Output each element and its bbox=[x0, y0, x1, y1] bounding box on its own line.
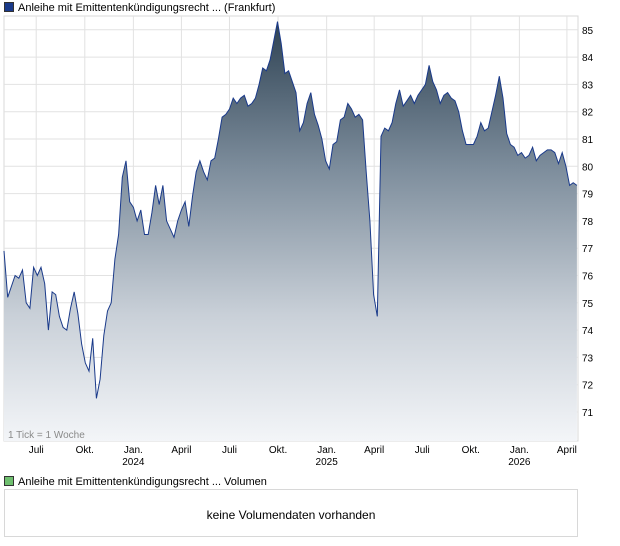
y-tick-label: 75 bbox=[582, 299, 594, 310]
y-tick-label: 84 bbox=[582, 53, 594, 64]
volume-legend-label: Anleihe mit Emittentenkündigungsrecht ..… bbox=[18, 476, 267, 488]
y-tick-label: 80 bbox=[582, 162, 594, 173]
x-tick-label: Juli bbox=[29, 445, 44, 456]
volume-legend: Anleihe mit Emittentenkündigungsrecht ..… bbox=[4, 476, 267, 488]
y-axis-labels: 71 72 73 74 75 76 77 78 79 80 81 82 83 84 85 bbox=[582, 26, 594, 419]
y-tick-label: 73 bbox=[582, 353, 594, 364]
y-tick-label: 81 bbox=[582, 135, 594, 146]
price-legend: Anleihe mit Emittentenkündigungsrecht ..… bbox=[4, 2, 275, 14]
price-chart: 71 72 73 74 75 76 77 78 79 80 81 82 83 84 85 Juli Okt. J… bbox=[3, 15, 594, 468]
x-tick-label: Okt. bbox=[269, 445, 287, 456]
x-tick-label: April bbox=[364, 445, 384, 456]
x-tick-year-label: 2024 bbox=[122, 457, 145, 468]
tick-interval-note: 1 Tick = 1 Woche bbox=[8, 430, 85, 441]
y-tick-label: 83 bbox=[582, 80, 594, 91]
volume-panel: keine Volumendaten vorhanden bbox=[4, 489, 578, 537]
x-tick-label: Okt. bbox=[462, 445, 480, 456]
x-tick-label: Juli bbox=[222, 445, 237, 456]
y-tick-label: 76 bbox=[582, 272, 594, 283]
y-tick-label: 77 bbox=[582, 244, 594, 255]
x-tick-label: Jan. bbox=[510, 445, 529, 456]
x-tick-year-label: 2026 bbox=[508, 457, 531, 468]
price-legend-swatch bbox=[4, 2, 14, 12]
x-tick-label: April bbox=[557, 445, 577, 456]
x-tick-label: Okt. bbox=[76, 445, 94, 456]
volume-empty-message: keine Volumendaten vorhanden bbox=[206, 508, 376, 522]
price-legend-label: Anleihe mit Emittentenkündigungsrecht ..… bbox=[18, 2, 276, 14]
price-line bbox=[3, 21, 578, 399]
y-tick-label: 82 bbox=[582, 108, 594, 119]
y-tick-label: 79 bbox=[582, 190, 594, 201]
price-area-fill bbox=[4, 21, 577, 441]
y-tick-label: 78 bbox=[582, 217, 594, 228]
x-tick-label: Jan. bbox=[317, 445, 336, 456]
y-tick-label: 85 bbox=[582, 26, 594, 37]
y-tick-label: 72 bbox=[582, 381, 594, 392]
volume-legend-swatch bbox=[4, 476, 14, 486]
x-tick-label: Jan. bbox=[124, 445, 143, 456]
x-tick-label: Juli bbox=[415, 445, 430, 456]
y-tick-label: 71 bbox=[582, 408, 594, 419]
x-tick-label: April bbox=[171, 445, 191, 456]
x-tick-year-label: 2025 bbox=[316, 457, 339, 468]
y-tick-label: 74 bbox=[582, 326, 594, 337]
